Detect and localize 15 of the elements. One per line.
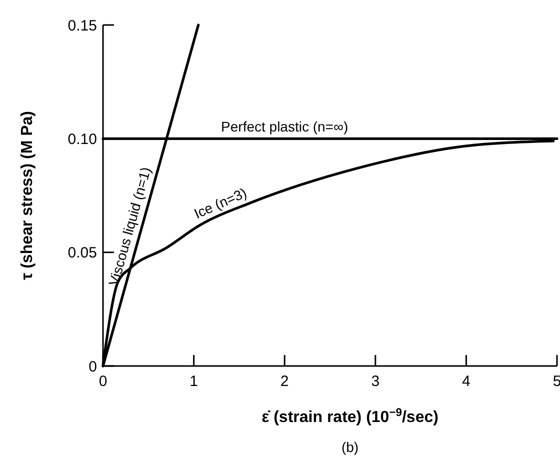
x-axis-title: ε̇ (strain rate) (10$^{−9}$/sec) — [262, 407, 438, 426]
x-tick-label: 0 — [98, 373, 108, 390]
y-tick-label: 0 — [88, 358, 97, 376]
y-tick-label: 0.10 — [68, 130, 97, 148]
x-tick-label: 2 — [280, 373, 289, 390]
text: Ice (n=3) — [192, 184, 249, 222]
x-tick-label: 3 — [371, 373, 380, 390]
text: (b) — [341, 439, 359, 455]
y-tick-label: 0.05 — [68, 244, 97, 262]
series-label: Perfect plastic (n=∞) — [221, 118, 348, 135]
y-tick-label: 0.15 — [68, 17, 97, 34]
x-tick-label: 1 — [190, 373, 198, 390]
text: Viscous liquid (n=1) — [105, 165, 154, 288]
x-tick-label: 4 — [462, 373, 470, 390]
y-axis-title: τ (shear stress) (M Pa) — [19, 111, 36, 280]
